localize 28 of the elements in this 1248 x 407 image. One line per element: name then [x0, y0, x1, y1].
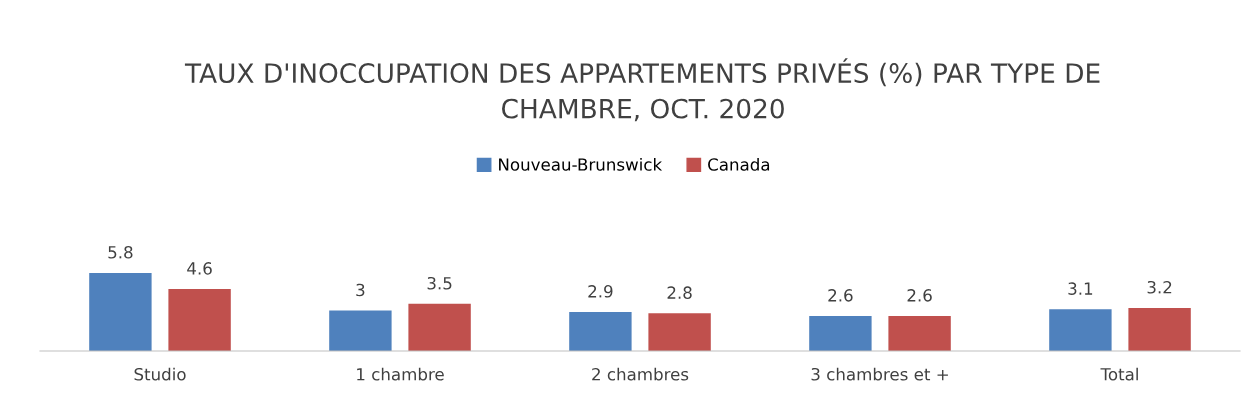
data-label: 5.8 — [108, 245, 133, 259]
chart-title: TAUX D'INOCCUPATION DES APPARTEMENTS PRIVÉS (%) PAR TYPE DE CHAMBRE, OCT. 2020 — [184, 58, 1100, 122]
bar — [1128, 307, 1191, 351]
bar — [168, 289, 231, 351]
x-tick-label: Total — [1100, 367, 1138, 381]
bar — [408, 303, 471, 351]
bar — [569, 311, 632, 351]
data-label: 3.2 — [1147, 280, 1172, 294]
bar — [648, 313, 711, 351]
data-label: 2.8 — [667, 286, 692, 299]
legend-label: Nouveau-Brunswick — [499, 157, 663, 171]
data-label: 4.6 — [187, 262, 212, 275]
bar — [329, 310, 392, 351]
x-tick-label: 3 chambres et + — [811, 367, 948, 381]
data-label: 3.5 — [427, 276, 452, 290]
data-label: 3 — [356, 283, 365, 297]
data-label: 2.6 — [828, 289, 853, 302]
bar — [1049, 309, 1112, 351]
bar — [809, 315, 872, 351]
x-tick-label: 1 chambre — [357, 367, 444, 381]
x-tick-label: Studio — [134, 367, 186, 381]
legend-label: Canada — [708, 157, 770, 171]
data-label: 2.6 — [907, 289, 932, 302]
bar — [89, 272, 152, 351]
data-label: 2.9 — [588, 285, 613, 298]
bar — [888, 315, 951, 351]
data-label: 3.1 — [1068, 282, 1093, 295]
x-tick-label: 2 chambres — [592, 367, 689, 381]
